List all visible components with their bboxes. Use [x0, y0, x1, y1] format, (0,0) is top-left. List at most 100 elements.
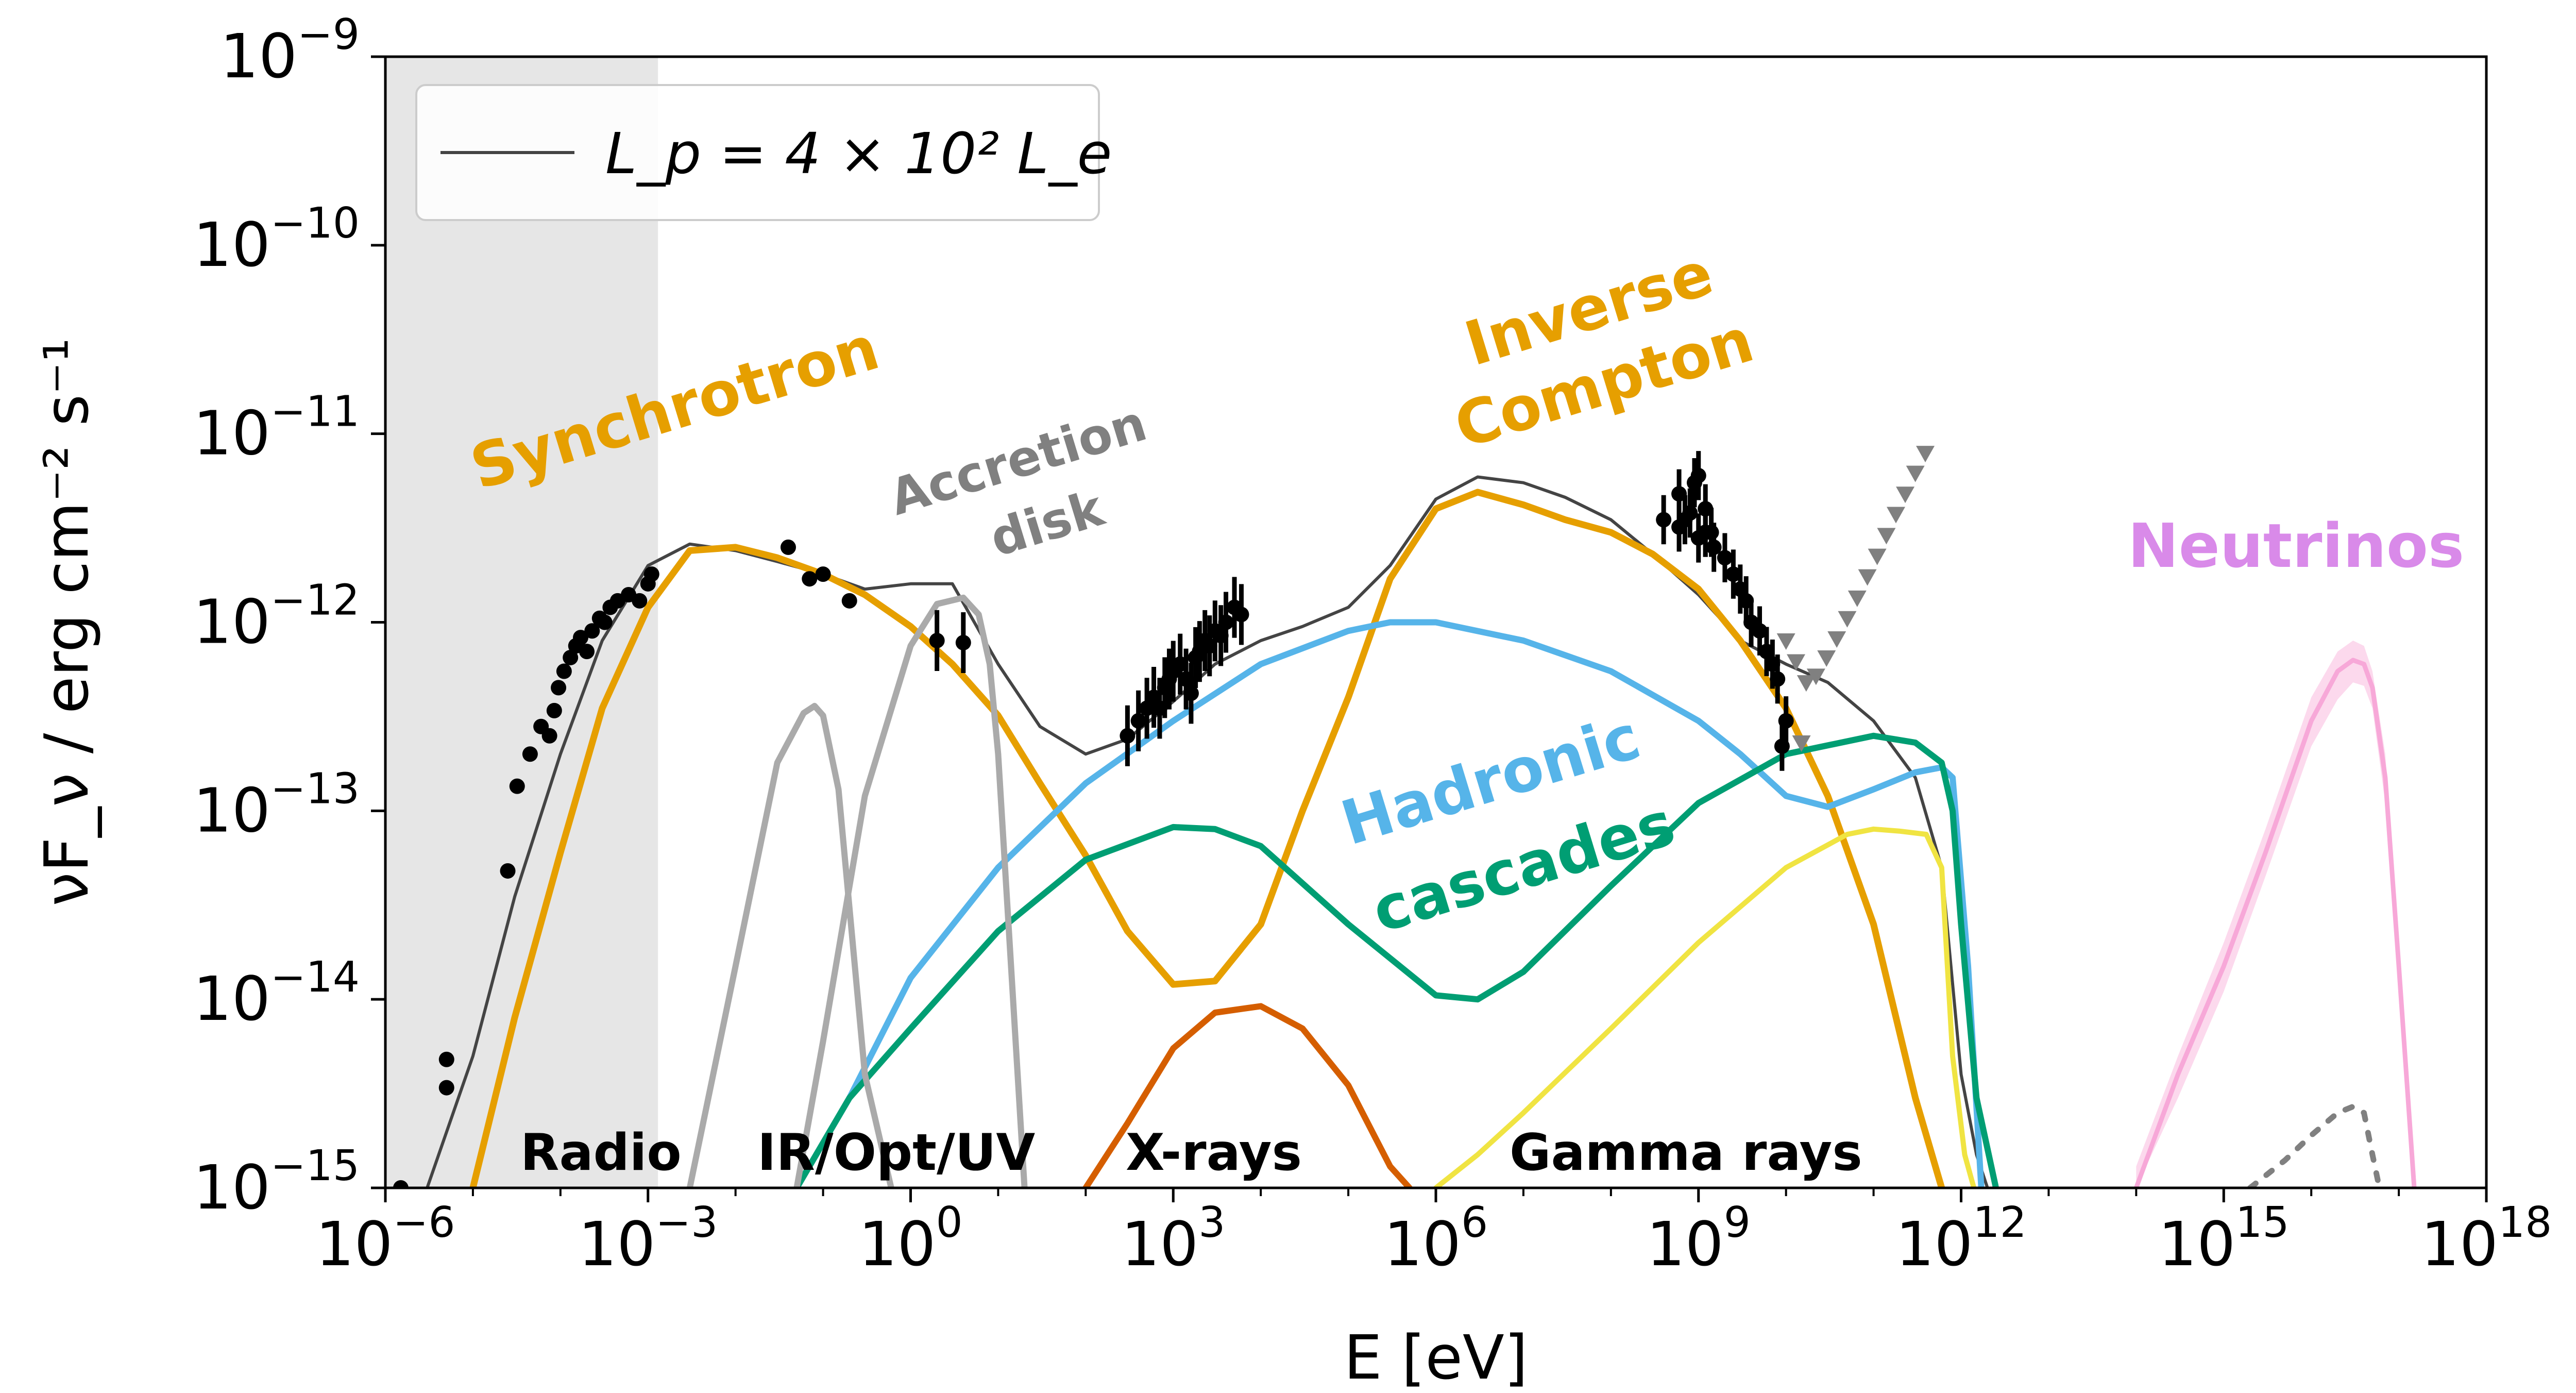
data-point	[1130, 690, 1146, 751]
x-tick-label: 10−6	[315, 1198, 455, 1280]
series-line-ir_bump	[686, 702, 894, 1188]
data-point-marker	[541, 728, 557, 744]
data-point	[632, 593, 648, 609]
data-point	[1752, 606, 1768, 656]
x-tick-label: 106	[1384, 1198, 1488, 1280]
upper-limit-marker	[1886, 507, 1905, 524]
data-point-marker	[780, 539, 796, 555]
data-point-marker	[584, 623, 600, 639]
data-point	[556, 663, 572, 679]
data-point	[1120, 705, 1136, 766]
data-point-marker	[563, 649, 579, 665]
x-tick-label: 109	[1647, 1198, 1751, 1280]
data-point	[929, 610, 945, 671]
upper-limit-marker	[1792, 735, 1811, 752]
data-point	[1671, 469, 1687, 518]
data-point	[500, 863, 516, 879]
data-point-marker	[572, 630, 588, 646]
data-point-marker	[1130, 713, 1146, 729]
data-point-marker	[643, 566, 659, 582]
x-tick-label: 1012	[1895, 1198, 2027, 1280]
data-point	[1682, 488, 1698, 538]
legend-label-text: L_p = 4 × 10² L_e	[605, 121, 1112, 187]
data-point-marker	[802, 571, 818, 587]
upper-limit-marker	[1827, 631, 1846, 648]
upper-limit-marker	[1776, 633, 1795, 650]
region-label-x-rays: X-rays	[1126, 1123, 1302, 1182]
data-point-marker	[1752, 623, 1768, 639]
data-point	[572, 630, 588, 646]
data-point-marker	[393, 1180, 409, 1188]
region-label-ir-opt-uv: IR/Opt/UV	[757, 1123, 1035, 1182]
data-point-marker	[1656, 512, 1672, 528]
data-point-marker	[579, 644, 595, 660]
data-point-marker	[500, 863, 516, 879]
data-point	[780, 539, 796, 555]
data-point-marker	[1183, 685, 1199, 701]
upper-limit-marker	[1896, 486, 1915, 504]
series-line-neutrino_dotted	[2247, 1103, 2382, 1188]
data-point	[393, 1180, 409, 1188]
y-tick-label: 10−13	[193, 764, 360, 846]
data-point-marker	[438, 1080, 454, 1096]
data-point-marker	[632, 593, 648, 609]
data-point	[438, 1080, 454, 1096]
upper-limit-marker	[1906, 465, 1925, 482]
data-point-marker	[438, 1051, 454, 1067]
data-point	[1698, 484, 1714, 533]
data-point	[551, 680, 567, 696]
upper-limit-marker	[1817, 650, 1836, 667]
data-point	[579, 644, 595, 660]
x-tick-label: 1015	[2158, 1198, 2290, 1280]
data-point	[841, 593, 857, 609]
data-point-marker	[1218, 614, 1234, 630]
data-point-marker	[522, 746, 538, 762]
y-tick-label: 10−11	[193, 388, 360, 469]
data-point-marker	[1671, 486, 1687, 502]
data-point	[1218, 592, 1234, 653]
upper-limit-marker	[1858, 569, 1877, 586]
data-point	[584, 623, 600, 639]
y-tick-label: 10−14	[193, 953, 360, 1034]
data-point	[546, 702, 562, 718]
radio-shaded-region	[385, 57, 658, 1188]
data-point-marker	[1698, 501, 1714, 517]
y-tick-label: 10−9	[220, 10, 360, 92]
data-point	[541, 728, 557, 744]
series-line-pion_gamma	[1433, 826, 1977, 1188]
data-point	[1770, 654, 1786, 704]
data-point	[522, 746, 538, 762]
data-point-marker	[841, 593, 857, 609]
upper-limit-marker	[1797, 675, 1816, 692]
data-point	[1183, 663, 1199, 724]
data-point-marker	[1120, 728, 1136, 744]
data-point	[1690, 451, 1706, 500]
data-point	[1656, 495, 1672, 545]
series-line-cascades	[793, 732, 1999, 1188]
x-tick-label: 1018	[2421, 1198, 2552, 1280]
data-point	[563, 649, 579, 665]
data-point-marker	[1233, 607, 1249, 623]
annotation-neutrinos: Neutrinos	[2128, 510, 2464, 581]
data-point-marker	[546, 702, 562, 718]
data-point	[1233, 584, 1249, 645]
legend: L_p = 4 × 10² L_e	[415, 84, 1112, 221]
y-tick-label: 10−10	[193, 199, 360, 280]
upper-limit-marker	[1868, 548, 1887, 565]
x-tick-label: 10−3	[578, 1198, 718, 1280]
data-point	[438, 1051, 454, 1067]
x-tick-label: 103	[1121, 1198, 1225, 1280]
region-label-radio: Radio	[520, 1123, 682, 1182]
series-line-hadronic	[793, 619, 1985, 1188]
data-point-marker	[1774, 739, 1790, 754]
data-point	[955, 612, 971, 674]
x-axis-label: E [eV]	[1344, 1322, 1528, 1390]
data-point-marker	[509, 778, 525, 794]
data-point	[643, 566, 659, 582]
legend-label: L_p = 4 × 10² L_e	[605, 121, 1112, 187]
series-line-disk_bump	[793, 594, 1028, 1188]
data-point-marker	[1717, 550, 1733, 566]
series-line-xray_bump	[1082, 1003, 1413, 1188]
data-point-marker	[955, 634, 971, 650]
